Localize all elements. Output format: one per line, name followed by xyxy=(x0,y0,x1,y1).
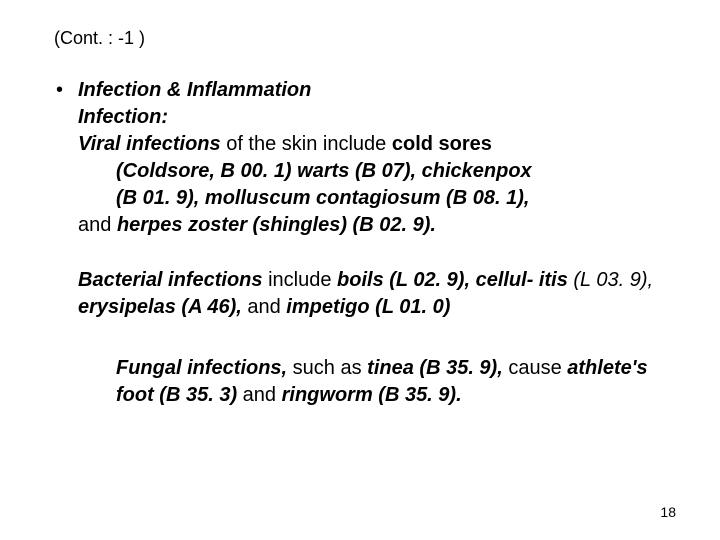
subtitle: Infection: xyxy=(78,104,680,131)
section-title-text: Infection & Inflammation xyxy=(78,79,311,101)
page-number: 18 xyxy=(660,504,676,520)
fungal-t6: and xyxy=(237,384,281,406)
bacterial-t5: erysipelas (A 46), xyxy=(78,296,242,318)
section-title: Infection & Inflammation xyxy=(78,77,680,104)
bacterial-t1: Bacterial infections xyxy=(78,269,263,291)
viral-line-4: and herpes zoster (shingles) (B 02. 9). xyxy=(78,212,680,239)
fungal-t3: tinea (B 35. 9), xyxy=(367,357,503,379)
viral-line-3-text: (B 01. 9), molluscum contagiosum (B 08. … xyxy=(116,187,529,209)
fungal-t4: cause xyxy=(503,357,567,379)
viral-lead1a: Viral infections xyxy=(78,133,221,155)
viral-line-3: (B 01. 9), molluscum contagiosum (B 08. … xyxy=(78,185,680,212)
fungal-block: Fungal infections, such as tinea (B 35. … xyxy=(116,355,680,409)
viral-line-4b: herpes zoster (shingles) (B 02. 9). xyxy=(117,214,436,236)
fungal-t2: such as xyxy=(287,357,367,379)
bacterial-t6: and xyxy=(242,296,286,318)
bullet-body: Infection & Inflammation Infection: Vira… xyxy=(78,77,680,239)
bacterial-block: Bacterial infections include boils (L 02… xyxy=(78,267,680,321)
bullet-mark: • xyxy=(50,77,78,239)
bacterial-t7: impetigo (L 01. 0) xyxy=(286,296,450,318)
fungal-t1: Fungal infections, xyxy=(116,357,287,379)
bacterial-t4: (L 03. 9), xyxy=(568,269,653,291)
viral-lead1b: of the skin include xyxy=(221,133,392,155)
fungal-t7: ringworm (B 35. 9). xyxy=(282,384,462,406)
continuation-header: (Cont. : -1 ) xyxy=(54,28,680,49)
viral-line-1: Viral infections of the skin include col… xyxy=(78,131,680,158)
bacterial-t2: include xyxy=(263,269,338,291)
viral-line-2-text: (Coldsore, B 00. 1) warts (B 07), chicke… xyxy=(116,160,532,182)
viral-lead1c: cold sores xyxy=(392,133,492,155)
viral-line-4a: and xyxy=(78,214,117,236)
bacterial-t3: boils (L 02. 9), cellul- itis xyxy=(337,269,568,291)
bullet-row: • Infection & Inflammation Infection: Vi… xyxy=(50,77,680,239)
viral-line-2: (Coldsore, B 00. 1) warts (B 07), chicke… xyxy=(78,158,680,185)
viral-block: • Infection & Inflammation Infection: Vi… xyxy=(50,77,680,239)
subtitle-text: Infection: xyxy=(78,106,168,128)
